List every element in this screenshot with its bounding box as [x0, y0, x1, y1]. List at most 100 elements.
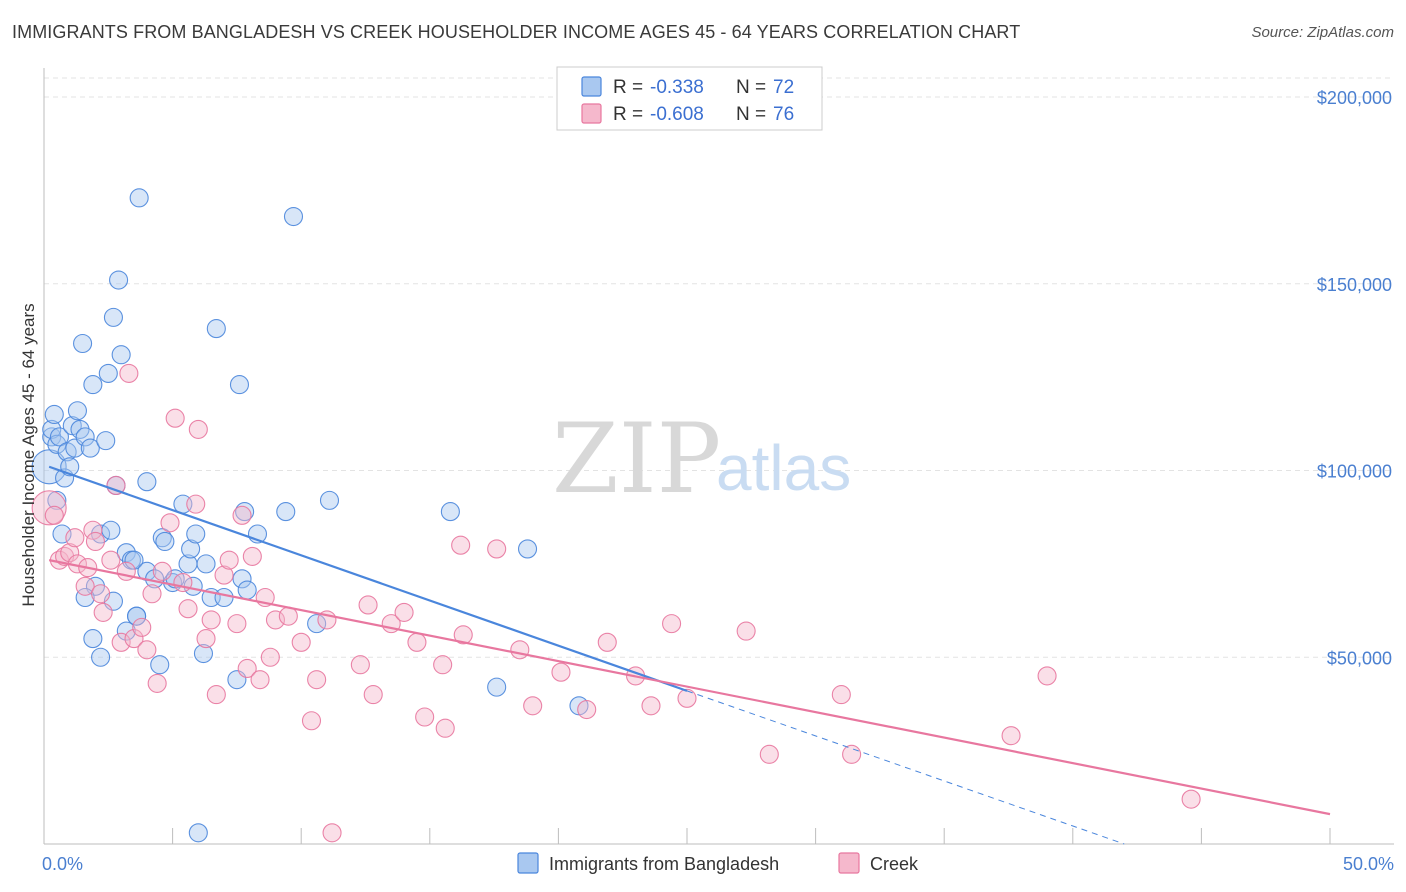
axis-layer: $50,000 $100,000 $150,000 $200,000 0.0% 50.0% — [42, 68, 1394, 874]
top-legend: R = -0.338 N = 72 R = -0.608 N = 76 — [556, 66, 823, 131]
legend-swatch-creek — [581, 103, 602, 124]
point-creek — [736, 621, 756, 641]
legend-r-label: R = — [613, 77, 643, 98]
point-creek — [1001, 726, 1021, 746]
point-bangladesh — [52, 524, 72, 544]
point-bangladesh — [47, 434, 67, 454]
point-creek — [394, 602, 414, 622]
point-creek — [433, 655, 453, 675]
point-creek — [523, 696, 543, 716]
point-creek — [407, 632, 427, 652]
point-creek — [597, 632, 617, 652]
point-creek — [250, 670, 270, 690]
point-creek — [111, 632, 131, 652]
point-creek — [301, 711, 322, 731]
y-tick-label: $150,000 — [1317, 275, 1392, 295]
legend-r-value: -0.608 — [650, 104, 704, 125]
point-creek — [214, 565, 234, 585]
chart-source: Source: ZipAtlas.com — [1251, 24, 1394, 41]
point-creek — [307, 670, 327, 690]
point-bangladesh — [75, 587, 95, 608]
point-creek — [415, 707, 435, 727]
point-bangladesh — [152, 528, 172, 548]
point-creek — [83, 520, 103, 540]
point-creek — [119, 363, 139, 383]
x-tick-label: 0.0% — [42, 854, 83, 874]
point-creek — [219, 550, 239, 570]
point-creek — [260, 647, 280, 667]
point-bangladesh — [73, 333, 93, 354]
point-creek — [44, 505, 64, 525]
point-bangladesh — [83, 375, 103, 395]
point-creek — [237, 658, 257, 679]
point-bangladesh — [75, 427, 95, 447]
point-bangladesh — [235, 502, 255, 522]
point-creek — [137, 640, 157, 660]
legend-r-label: R = — [613, 104, 643, 125]
trend-line-bangladesh-extension — [686, 690, 1125, 845]
point-bangladesh — [98, 363, 118, 383]
watermark-atlas: atlas — [716, 432, 851, 504]
point-creek — [85, 531, 105, 552]
point-bangladesh — [96, 431, 116, 451]
y-tick-label: $50,000 — [1327, 648, 1392, 668]
point-bangladesh — [109, 270, 129, 290]
grid-layer — [44, 77, 1394, 658]
point-bangladesh — [44, 404, 64, 425]
point-creek — [188, 419, 208, 439]
watermark-zip: ZIP — [552, 403, 721, 515]
point-creek — [160, 513, 180, 533]
point-creek — [196, 629, 216, 649]
point-creek — [152, 561, 172, 581]
y-axis-label: Householder Income Ages 45 - 64 years — [19, 303, 38, 606]
trend-layer — [48, 465, 1331, 845]
point-creek — [363, 685, 383, 705]
point-creek — [93, 602, 113, 622]
point-bangladesh — [232, 569, 252, 589]
point-creek — [186, 494, 206, 514]
legend-n-label: N = — [736, 104, 766, 125]
bottom-legend-label-creek: Creek — [870, 854, 919, 874]
bottom-legend: Immigrants from Bangladesh Creek — [517, 852, 919, 874]
point-creek — [165, 408, 185, 428]
point-creek — [65, 528, 85, 548]
point-bangladesh — [307, 614, 327, 634]
point-bangladesh — [193, 643, 214, 664]
y-tick-label: $100,000 — [1317, 462, 1392, 482]
point-bangladesh — [111, 345, 131, 365]
bottom-legend-label-bangladesh: Immigrants from Bangladesh — [549, 854, 779, 874]
bottom-legend-swatch-creek — [838, 852, 860, 874]
point-bangladesh — [188, 823, 208, 843]
point-creek — [662, 614, 682, 634]
point-creek — [453, 625, 473, 645]
point-creek — [132, 617, 152, 637]
point-creek — [831, 685, 851, 705]
point-creek — [60, 543, 80, 563]
point-bangladesh — [101, 520, 121, 540]
legend-swatch-bangladesh — [581, 76, 602, 97]
trend-line-creek — [48, 559, 1331, 816]
point-creek — [451, 535, 471, 555]
x-tick-label: 50.0% — [1343, 854, 1394, 874]
point-creek — [842, 744, 862, 764]
point-creek — [206, 685, 226, 705]
legend-n-value: 76 — [773, 104, 794, 125]
point-creek — [75, 576, 95, 596]
point-bangladesh — [276, 502, 296, 522]
point-creek — [350, 655, 370, 675]
legend-n-value: 72 — [773, 77, 794, 98]
point-bangladesh — [137, 472, 157, 492]
point-bangladesh — [91, 647, 111, 667]
point-bangladesh — [283, 206, 304, 227]
point-bangladesh — [206, 319, 226, 339]
point-bangladesh — [487, 677, 507, 697]
trend-line-bangladesh — [48, 465, 688, 692]
point-creek — [641, 696, 661, 716]
point-bangladesh — [124, 550, 144, 570]
point-bangladesh — [155, 531, 175, 552]
point-creek — [322, 823, 342, 843]
point-bangladesh — [181, 539, 201, 559]
point-creek — [201, 610, 221, 630]
point-creek — [510, 640, 530, 660]
bottom-legend-swatch-bangladesh — [517, 852, 539, 874]
